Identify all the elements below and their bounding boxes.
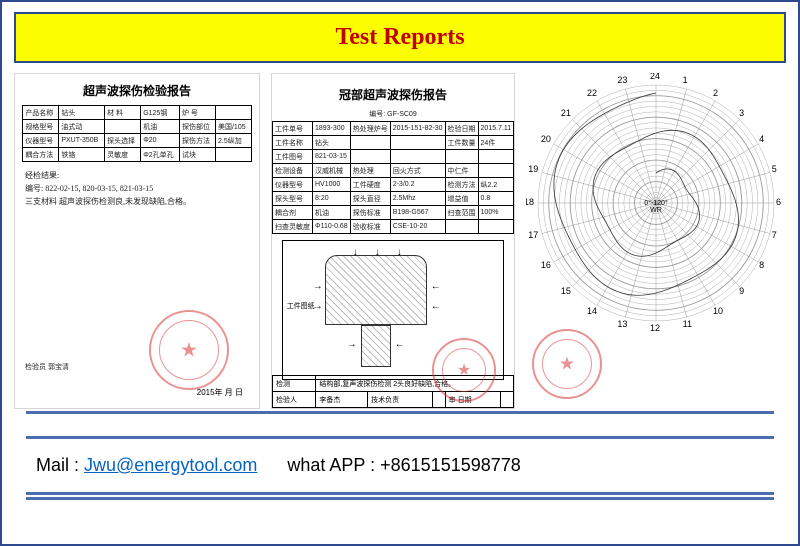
report-ultrasonic-1: 超声波探伤检验报告 产品名称钻头材 料G125钢炉 号 规格型号油式动机油探伤部… xyxy=(14,73,260,409)
radial-chart-card: 0°-120° WR 24123456789101112131415161718… xyxy=(526,73,786,409)
radial-tick: 18 xyxy=(526,197,534,207)
radial-tick: 2 xyxy=(713,88,718,98)
report1-title: 超声波探伤检验报告 xyxy=(15,74,259,105)
report1-line: 编号: 822-02-15, 820-03-15, 821-03-15 xyxy=(25,183,249,196)
radial-tick: 3 xyxy=(739,108,744,118)
chart-center-label: 0°-120° WR xyxy=(644,200,668,214)
red-stamp: ★ xyxy=(149,310,229,390)
contact-strip: Mail : Jwu@energytool.com what APP : +86… xyxy=(26,436,774,495)
whatsapp-label: what APP : xyxy=(287,455,380,475)
radial-tick: 20 xyxy=(541,134,551,144)
radial-tick: 13 xyxy=(617,319,627,329)
radial-tick: 16 xyxy=(541,260,551,270)
radial-tick: 23 xyxy=(617,75,627,85)
radial-tick: 22 xyxy=(587,88,597,98)
radial-tick: 6 xyxy=(776,197,781,207)
radial-tick: 15 xyxy=(561,286,571,296)
report1-line: 经检结果: xyxy=(25,170,249,183)
red-stamp: ★ xyxy=(432,338,496,402)
radial-tick: 21 xyxy=(561,108,571,118)
mail-label: Mail : xyxy=(36,455,84,475)
report1-date: 2015年 月 日 xyxy=(197,387,243,398)
radial-tick: 7 xyxy=(772,230,777,240)
radial-tick: 11 xyxy=(683,319,692,329)
report1-body: 经检结果: 编号: 822-02-15, 820-03-15, 821-03-1… xyxy=(15,162,259,216)
header-bar: Test Reports xyxy=(14,12,786,63)
report2-subtitle: 编号: GF-SC09 xyxy=(272,109,514,121)
radial-tick: 5 xyxy=(772,164,777,174)
radial-tick: 1 xyxy=(683,75,688,85)
radial-tick: 17 xyxy=(528,230,538,240)
diagram-label: 工件图纸 xyxy=(287,301,315,311)
divider xyxy=(26,411,774,414)
radial-tick: 10 xyxy=(713,306,723,316)
radial-tick: 19 xyxy=(528,164,538,174)
report2-title: 冠部超声波探伤报告 xyxy=(272,74,514,109)
radial-tick: 8 xyxy=(759,260,764,270)
divider xyxy=(26,497,774,500)
whatsapp-number: +8615151598778 xyxy=(380,455,521,475)
report1-signature: 检验员 郭宝清 xyxy=(15,360,259,374)
red-stamp: ★ xyxy=(532,329,602,399)
report2-table: 工件单号1893-300热处理炉号2015-151-82-30检验日期2015.… xyxy=(272,121,514,234)
reports-strip: 超声波探伤检验报告 产品名称钻头材 料G125钢炉 号 规格型号油式动机油探伤部… xyxy=(2,69,798,409)
radial-tick: 9 xyxy=(739,286,744,296)
radial-tick: 4 xyxy=(759,134,764,144)
radial-tick: 14 xyxy=(587,306,597,316)
report-ultrasonic-2: 冠部超声波探伤报告 编号: GF-SC09 工件单号1893-300热处理炉号2… xyxy=(271,73,515,409)
radial-tick: 12 xyxy=(650,323,660,333)
radial-chart: 0°-120° WR 24123456789101112131415161718… xyxy=(526,73,786,341)
radial-tick: 24 xyxy=(650,73,660,81)
report1-table: 产品名称钻头材 料G125钢炉 号 规格型号油式动机油探伤部位美国/105 仪器… xyxy=(22,105,251,162)
page-title: Test Reports xyxy=(16,24,784,51)
mail-link[interactable]: Jwu@energytool.com xyxy=(84,455,257,475)
report1-line: 三支材料 超声波探伤检测良,未发现缺陷,合格。 xyxy=(25,196,249,209)
